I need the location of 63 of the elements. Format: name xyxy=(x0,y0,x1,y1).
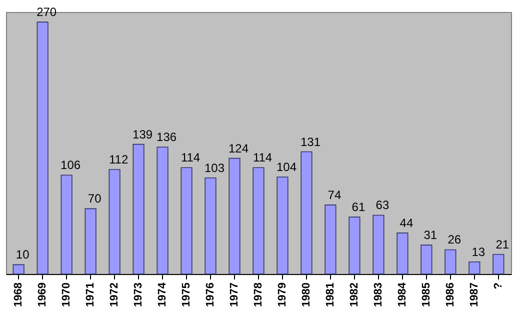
x-tick-label: 1987 xyxy=(468,282,480,307)
data-label: 61 xyxy=(352,200,366,214)
bar xyxy=(60,174,72,274)
bar xyxy=(228,158,240,274)
data-label: 106 xyxy=(60,158,81,172)
data-label: 112 xyxy=(108,152,128,166)
data-label: 103 xyxy=(204,160,225,175)
x-tick-label: 1974 xyxy=(156,282,169,307)
data-label: 63 xyxy=(376,198,390,212)
bar xyxy=(180,167,192,274)
x-tick-label: 1981 xyxy=(324,282,336,307)
data-label: 139 xyxy=(132,127,153,142)
x-tick-label: 1980 xyxy=(300,282,312,307)
bar xyxy=(84,208,96,274)
x-tick-label: 1982 xyxy=(348,282,360,307)
bar xyxy=(12,264,24,274)
x-tick-label: 1972 xyxy=(108,282,121,307)
bar xyxy=(252,167,264,274)
x-tick-label: 1983 xyxy=(372,282,384,307)
x-tick-label: 1977 xyxy=(228,282,241,307)
x-tick-label: 1979 xyxy=(276,282,288,307)
bar xyxy=(108,169,120,274)
data-label: 131 xyxy=(300,134,321,149)
data-label: 26 xyxy=(448,232,462,247)
bar xyxy=(396,232,408,274)
bar xyxy=(372,214,384,274)
bar xyxy=(468,261,480,274)
bar xyxy=(300,151,312,274)
bar xyxy=(204,177,216,274)
data-label: 74 xyxy=(328,188,342,202)
x-tick-label: 1986 xyxy=(444,282,456,307)
x-tick-label: 1969 xyxy=(36,282,49,307)
x-tick-label: 1971 xyxy=(84,282,97,307)
x-tick-label: 1970 xyxy=(60,282,73,307)
data-label: 114 xyxy=(180,150,200,165)
data-label: 44 xyxy=(400,216,414,230)
data-label: 31 xyxy=(424,228,438,242)
x-tick-label: 1978 xyxy=(252,282,264,307)
data-label: 21 xyxy=(496,237,510,252)
x-tick-label: 1984 xyxy=(396,282,408,307)
bar xyxy=(156,146,168,274)
bar xyxy=(276,176,288,274)
x-tick-label: ? xyxy=(492,282,504,290)
bar xyxy=(36,22,48,274)
data-label: 13 xyxy=(472,244,486,259)
bar xyxy=(132,144,144,274)
x-tick-label: 1973 xyxy=(132,282,145,307)
x-tick-label: 1976 xyxy=(204,282,217,307)
data-label: 70 xyxy=(88,192,102,206)
data-label: 10 xyxy=(16,248,30,262)
bar xyxy=(348,216,360,274)
x-tick-label: 1985 xyxy=(420,282,432,307)
x-tick-label: 1975 xyxy=(180,282,193,307)
data-label: 270 xyxy=(36,5,57,20)
bar xyxy=(324,204,336,274)
bar xyxy=(444,249,456,274)
data-label: 124 xyxy=(228,141,249,156)
data-label: 136 xyxy=(156,130,177,144)
bar xyxy=(420,244,432,274)
x-tick-label: 1968 xyxy=(12,282,25,307)
data-label: 114 xyxy=(252,150,272,165)
data-label: 104 xyxy=(276,160,297,174)
bar xyxy=(492,254,504,274)
